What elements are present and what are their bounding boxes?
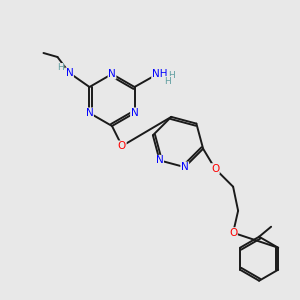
Text: N: N [85,108,93,118]
Text: N: N [156,155,164,165]
Text: O: O [118,141,126,151]
Text: N: N [130,108,138,118]
Text: N: N [66,68,74,78]
Text: H: H [168,70,175,80]
Text: NH: NH [152,69,167,79]
Text: O: O [211,164,219,174]
Text: H: H [57,64,64,73]
Text: N: N [181,162,189,172]
Text: H: H [164,76,171,85]
Text: N: N [108,69,116,79]
Text: O: O [229,228,237,238]
